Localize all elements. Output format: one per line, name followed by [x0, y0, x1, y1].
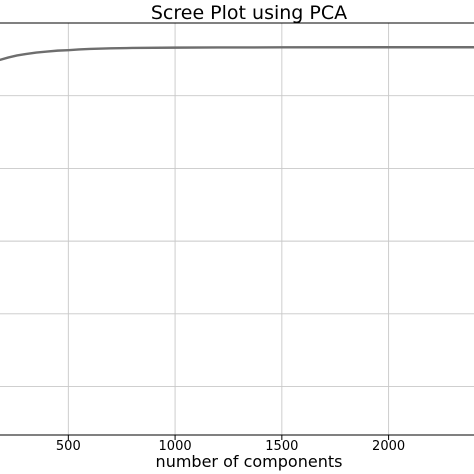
- x-tick-label: 1500: [265, 439, 298, 454]
- x-axis-label: number of components: [156, 452, 343, 471]
- tick-layer: 500 1000 1500 2000: [56, 435, 405, 454]
- series-line: [0, 46, 474, 62]
- x-tick-label: 2000: [372, 439, 405, 454]
- x-tick-label: 1000: [159, 439, 192, 454]
- line-layer: [0, 46, 474, 62]
- x-tick-label: 500: [56, 439, 81, 454]
- grid-layer: [0, 23, 474, 435]
- chart-title: Scree Plot using PCA: [151, 2, 347, 24]
- axis-layer: [0, 22, 474, 436]
